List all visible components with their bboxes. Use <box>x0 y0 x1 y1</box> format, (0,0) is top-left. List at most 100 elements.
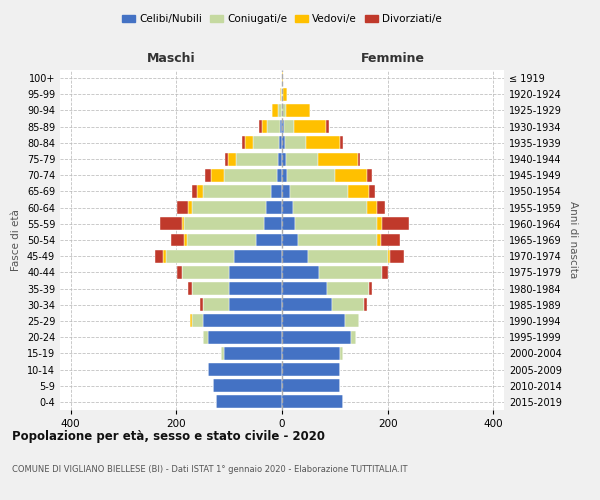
Bar <box>263 218 282 230</box>
Legend: Celibi/Nubili, Coniugati/e, Vedovi/e, Divorziati/e: Celibi/Nubili, Coniugati/e, Vedovi/e, Di… <box>118 10 446 29</box>
Bar <box>326 120 329 133</box>
Bar <box>216 396 282 408</box>
Bar <box>282 152 286 166</box>
Bar <box>200 298 203 311</box>
Bar <box>367 169 372 181</box>
Bar <box>286 104 310 117</box>
Bar <box>346 314 359 328</box>
Bar <box>388 250 391 262</box>
Bar <box>282 379 340 392</box>
Bar <box>235 250 282 262</box>
Bar <box>256 234 282 246</box>
Bar <box>197 185 203 198</box>
Bar <box>182 266 229 279</box>
Bar <box>188 201 192 214</box>
Bar <box>286 152 318 166</box>
Bar <box>282 104 286 117</box>
Bar <box>382 234 400 246</box>
Bar <box>295 218 377 230</box>
Bar <box>282 266 319 279</box>
Bar <box>319 266 382 279</box>
Bar <box>282 363 340 376</box>
Bar <box>253 136 280 149</box>
Bar <box>178 201 188 214</box>
Text: COMUNE DI VIGLIANO BIELLESE (BI) - Dati ISTAT 1° gennaio 2020 - Elaborazione TUT: COMUNE DI VIGLIANO BIELLESE (BI) - Dati … <box>12 465 407 474</box>
Bar <box>213 379 282 392</box>
Bar <box>278 152 282 166</box>
Bar <box>327 282 369 295</box>
Bar <box>224 347 282 360</box>
Bar <box>278 104 282 117</box>
Bar <box>377 218 382 230</box>
Bar <box>280 136 282 149</box>
Bar <box>188 282 192 295</box>
Bar <box>367 201 377 214</box>
Bar <box>298 234 377 246</box>
Bar <box>282 120 284 133</box>
Bar <box>282 282 327 295</box>
Bar <box>348 185 369 198</box>
Bar <box>277 169 282 181</box>
Bar <box>377 234 382 246</box>
Bar <box>203 330 208 344</box>
Bar <box>282 298 332 311</box>
Bar <box>391 250 404 262</box>
Bar <box>369 282 372 295</box>
Bar <box>266 201 282 214</box>
Bar <box>190 314 192 328</box>
Bar <box>282 250 308 262</box>
Bar <box>160 218 182 230</box>
Bar <box>155 250 163 262</box>
Bar <box>262 120 267 133</box>
Bar <box>281 88 282 101</box>
Bar <box>290 185 348 198</box>
Bar <box>184 218 263 230</box>
Text: Femmine: Femmine <box>361 52 425 65</box>
Bar <box>308 250 388 262</box>
Bar <box>224 169 277 181</box>
Bar <box>282 88 283 101</box>
Bar <box>282 347 340 360</box>
Bar <box>205 169 211 181</box>
Bar <box>284 120 294 133</box>
Bar <box>369 185 374 198</box>
Y-axis label: Anni di nascita: Anni di nascita <box>568 202 578 278</box>
Bar <box>228 152 236 166</box>
Bar <box>282 201 293 214</box>
Text: Popolazione per età, sesso e stato civile - 2020: Popolazione per età, sesso e stato civil… <box>12 430 325 443</box>
Bar <box>163 250 166 262</box>
Bar <box>283 88 287 101</box>
Bar <box>294 120 326 133</box>
Bar <box>182 218 184 230</box>
Bar <box>221 347 224 360</box>
Bar <box>284 136 306 149</box>
Bar <box>382 266 388 279</box>
Bar <box>192 201 266 214</box>
Bar <box>229 266 282 279</box>
Bar <box>282 330 351 344</box>
Bar <box>192 314 203 328</box>
Bar <box>211 169 224 181</box>
Y-axis label: Fasce di età: Fasce di età <box>11 209 21 271</box>
Bar <box>282 72 283 85</box>
Bar <box>229 282 282 295</box>
Bar <box>171 234 184 246</box>
Bar <box>208 363 282 376</box>
Bar <box>282 136 284 149</box>
Bar <box>318 152 358 166</box>
Bar <box>382 218 409 230</box>
Bar <box>364 298 367 311</box>
Bar <box>282 314 346 328</box>
Bar <box>259 120 262 133</box>
Bar <box>293 201 367 214</box>
Bar <box>282 218 295 230</box>
Bar <box>192 282 229 295</box>
Bar <box>203 298 229 311</box>
Bar <box>306 136 340 149</box>
Bar <box>192 185 197 198</box>
Bar <box>280 120 282 133</box>
Bar <box>377 201 385 214</box>
Bar <box>282 169 287 181</box>
Bar <box>203 185 271 198</box>
Bar <box>280 88 281 101</box>
